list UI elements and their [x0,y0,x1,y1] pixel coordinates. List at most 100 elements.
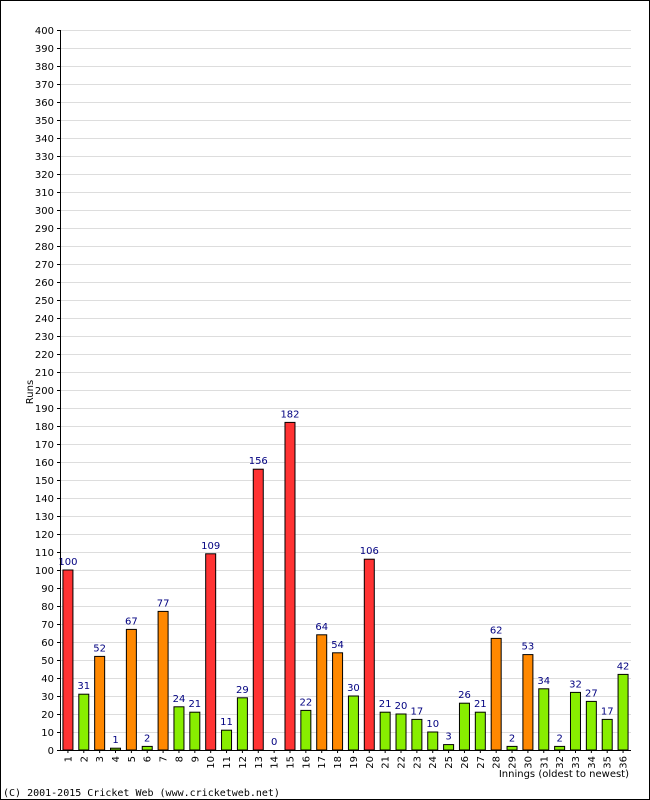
data-label: 31 [77,681,90,692]
x-tick-label: 28 [492,756,503,769]
x-tick-label: 36 [619,756,630,769]
bar-innings-13 [252,468,264,751]
y-tick-label: 250 [35,296,54,307]
data-label: 27 [585,688,598,699]
bar-innings-16 [300,709,312,751]
data-label: 32 [569,679,582,690]
bar-innings-33 [569,691,581,751]
bar-innings-8 [173,706,185,751]
y-tick-label: 30 [41,692,54,703]
x-tick-label: 6 [143,756,154,762]
y-tick-label: 190 [35,404,54,415]
data-label: 2 [556,733,562,744]
bar-innings-25 [443,744,455,751]
x-tick-label: 24 [428,756,439,769]
x-tick-label: 35 [603,756,614,769]
y-tick-label: 150 [35,476,54,487]
data-label: 106 [360,546,379,557]
data-label: 53 [522,642,535,653]
bar-innings-12 [236,697,248,751]
data-label: 20 [395,701,408,712]
y-tick-label: 310 [35,188,54,199]
bar-innings-31 [538,688,550,751]
x-tick-label: 15 [285,756,296,769]
x-tick-label: 21 [381,756,392,769]
data-label: 24 [173,694,186,705]
gridlines [60,30,631,733]
bar-innings-23 [411,718,423,751]
data-label: 34 [537,676,550,687]
data-label: 21 [474,699,487,710]
bar-innings-15 [284,421,296,751]
y-tick-label: 270 [35,260,54,271]
x-tick-label: 9 [190,756,201,762]
y-tick-label: 130 [35,512,54,523]
y-tick-label: 400 [35,26,54,37]
bar-innings-19 [347,695,359,751]
bar-innings-28 [490,637,502,751]
data-label: 26 [458,690,471,701]
data-label: 0 [271,737,277,748]
bar-innings-3 [94,655,106,751]
x-tick-label: 22 [397,756,408,769]
x-tick-label: 4 [111,756,122,762]
bar-innings-30 [522,654,534,751]
bar-innings-26 [458,702,470,751]
bar-innings-4 [110,747,122,751]
x-axis-ticks: 1 2 3 4 5 6 7 8 9 10 11 12 13 14 15 16 17 18 19 20 21 22 23 24 2… [63,750,630,769]
x-tick-label: 16 [301,756,312,769]
x-axis-title: Innings (oldest to newest) [499,769,629,780]
bar-innings-6 [141,745,153,751]
bar-innings-18 [332,652,344,751]
y-tick-label: 390 [35,44,54,55]
x-tick-label: 13 [254,756,265,769]
bar-innings-35 [601,718,613,751]
data-label: 54 [331,640,344,651]
y-tick-label: 160 [35,458,54,469]
x-tick-label: 32 [555,756,566,769]
x-tick-label: 33 [571,756,582,769]
data-label: 11 [220,717,233,728]
data-label: 156 [249,456,268,467]
x-tick-label: 2 [79,756,90,762]
x-tick-label: 5 [127,756,138,762]
bar-innings-11 [221,729,233,751]
data-label: 100 [58,557,77,568]
x-tick-label: 7 [159,756,170,762]
x-tick-label: 34 [587,756,598,769]
data-label: 42 [617,661,630,672]
data-label: 29 [236,685,249,696]
bar-innings-1 [62,569,74,751]
y-tick-label: 10 [41,728,54,739]
data-label: 2 [509,733,515,744]
y-tick-label: 320 [35,170,54,181]
bar-innings-7 [157,610,169,751]
x-tick-label: 27 [476,756,487,769]
data-label: 21 [379,699,392,710]
bar-innings-34 [585,700,597,751]
x-tick-label: 29 [508,756,519,769]
y-tick-label: 80 [41,602,54,613]
x-tick-label: 17 [317,756,328,769]
bars [62,421,629,751]
x-tick-label: 18 [333,756,344,769]
y-tick-label: 370 [35,80,54,91]
y-tick-label: 330 [35,152,54,163]
data-label: 67 [125,616,138,627]
y-tick-label: 360 [35,98,54,109]
y-tick-label: 90 [41,584,54,595]
data-label: 2 [144,733,150,744]
y-tick-label: 290 [35,224,54,235]
bar-innings-22 [395,713,407,751]
y-tick-label: 20 [41,710,54,721]
bar-innings-21 [379,711,391,751]
data-label: 109 [201,541,220,552]
y-tick-label: 200 [35,386,54,397]
y-tick-label: 240 [35,314,54,325]
bar-innings-10 [205,553,217,751]
y-tick-label: 120 [35,530,54,541]
x-tick-label: 14 [270,756,281,769]
y-tick-label: 380 [35,62,54,73]
x-tick-label: 12 [238,756,249,769]
